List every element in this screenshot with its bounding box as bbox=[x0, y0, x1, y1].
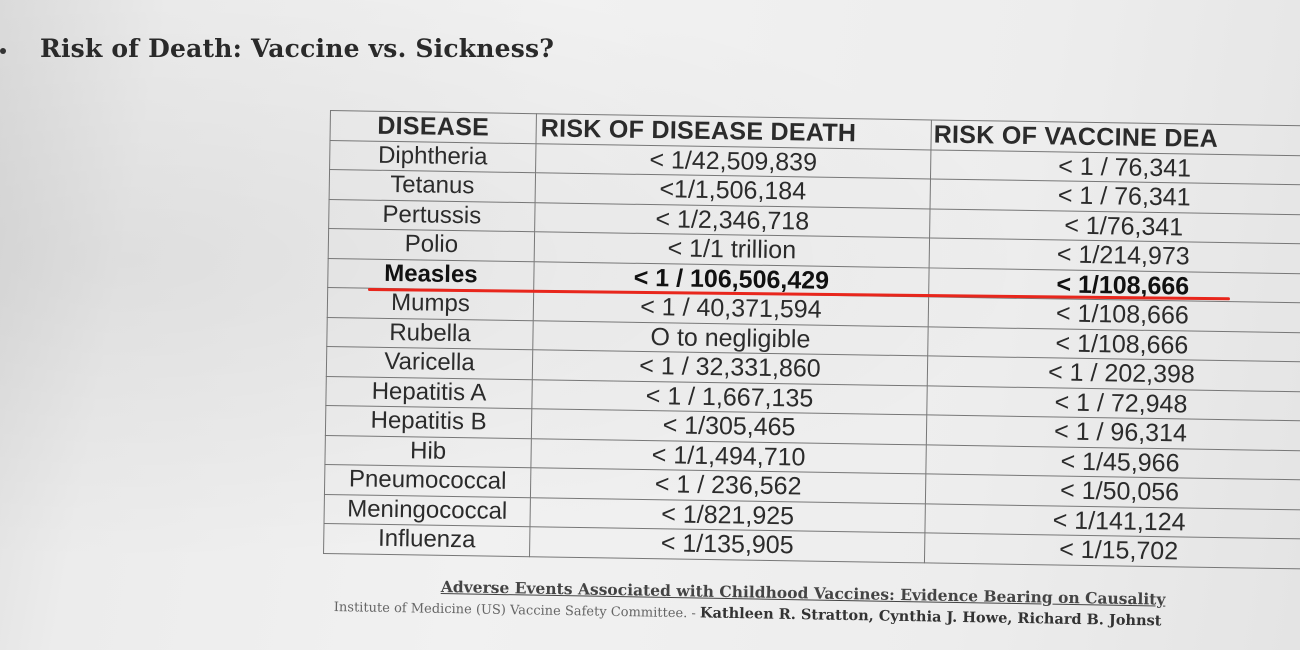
bullet-point bbox=[0, 48, 6, 54]
vaccine-risk-cell: < 1/15,702 bbox=[924, 532, 1300, 569]
disease-cell: Hepatitis B bbox=[325, 405, 532, 439]
disease-cell: Meningococcal bbox=[324, 493, 531, 527]
disease-cell: Tetanus bbox=[329, 169, 536, 203]
disease-cell: Pertussis bbox=[328, 198, 536, 232]
disease-cell: Measles bbox=[327, 257, 535, 291]
disease-cell: Influenza bbox=[323, 523, 530, 557]
disease-risk-cell: < 1/135,905 bbox=[529, 526, 925, 563]
disease-cell: Hib bbox=[324, 434, 532, 468]
table-body: Diphtheria < 1/42,509,839 < 1 / 76,341 Teta… bbox=[323, 140, 1300, 569]
disease-cell: Hepatitis A bbox=[325, 375, 533, 409]
risk-table: DISEASE RISK OF DISEASE DEATH RISK OF VA… bbox=[323, 110, 1300, 569]
disease-cell: Varicella bbox=[326, 346, 533, 380]
disease-cell: Pneumococcal bbox=[324, 464, 531, 498]
disease-cell: Diphtheria bbox=[329, 140, 537, 173]
page-title: Risk of Death: Vaccine vs. Sickness? bbox=[40, 34, 555, 63]
disease-cell: Rubella bbox=[326, 316, 534, 350]
header-disease: DISEASE bbox=[330, 110, 537, 144]
risk-table-container: DISEASE RISK OF DISEASE DEATH RISK OF VA… bbox=[323, 110, 1300, 585]
disease-cell: Polio bbox=[328, 228, 535, 262]
